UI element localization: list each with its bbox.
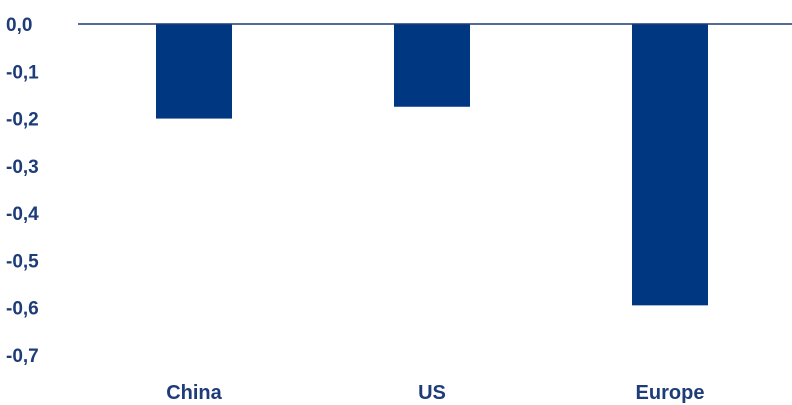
y-tick-label: -0,1 xyxy=(6,62,39,83)
y-tick-label: 0,0 xyxy=(6,15,32,36)
bar-europe xyxy=(632,24,708,306)
y-tick-label: -0,3 xyxy=(6,157,39,178)
y-tick-label: -0,4 xyxy=(6,204,39,225)
x-tick-label-europe: Europe xyxy=(636,382,705,404)
bar-china xyxy=(156,24,232,119)
x-tick-label-china: China xyxy=(166,382,222,404)
y-tick-label: -0,2 xyxy=(6,110,39,131)
y-axis-ticks: 0,0 -0,1 -0,2 -0,3 -0,4 -0,5 -0,6 -0,7 xyxy=(6,15,39,367)
y-tick-label: -0,5 xyxy=(6,251,39,272)
bars-group xyxy=(156,24,708,306)
bar-us xyxy=(394,24,470,107)
y-tick-label: -0,7 xyxy=(6,346,39,367)
x-axis-labels: China US Europe xyxy=(166,382,704,404)
x-tick-label-us: US xyxy=(418,382,446,404)
y-tick-label: -0,6 xyxy=(6,299,39,320)
